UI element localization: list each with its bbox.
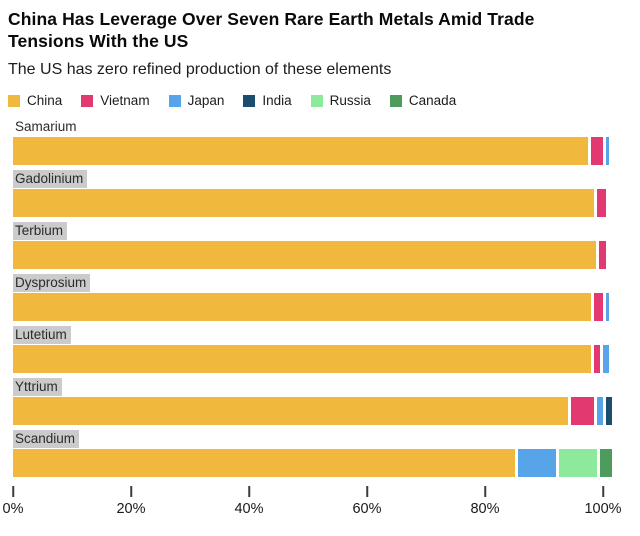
x-axis-tick-label: 80% [470, 501, 500, 518]
x-axis: 0% 20% 40% 60% 80% 100% [3, 484, 622, 524]
legend-swatch-vietnam [81, 94, 94, 107]
stacked-bar-terbium [13, 241, 606, 270]
category-label: Scandium [13, 430, 80, 449]
legend-item-india: India [243, 93, 292, 109]
legend-swatch-canada [389, 94, 402, 107]
bar-segment-canada [600, 449, 612, 478]
bar-segment-vietnam [591, 137, 604, 166]
x-axis-tick [130, 486, 132, 498]
x-axis-tick [248, 486, 250, 498]
bar-segment-japan [603, 345, 609, 374]
category-label: Yttrium [13, 378, 62, 397]
legend: China Vietnam Japan India Russia Canada [8, 93, 630, 108]
bar-segment-china [13, 241, 596, 270]
x-axis-tick [484, 486, 486, 498]
chart-title-line-1: China Has Leverage Over Seven Rare Earth… [8, 9, 535, 29]
bar-segment-vietnam [594, 293, 604, 322]
chart-row-terbium: Terbium [13, 222, 606, 270]
legend-label: Japan [187, 93, 225, 109]
legend-swatch-india [243, 94, 256, 107]
chart-row-gadolinium: Gadolinium [13, 170, 606, 218]
chart-row-samarium: Samarium [13, 118, 609, 166]
bar-segment-china [13, 189, 595, 218]
chart-rows: Samarium Gadolinium Terbium Dysprosium Lutet… [13, 118, 612, 478]
x-axis-tick-label: 40% [234, 501, 264, 518]
chart-row-yttrium: Yttrium [13, 378, 612, 426]
legend-item-japan: Japan [168, 93, 225, 109]
bar-segment-vietnam [598, 241, 606, 270]
bar-segment-japan [606, 293, 609, 322]
bar-segment-china [13, 397, 568, 426]
legend-item-russia: Russia [310, 93, 371, 109]
bar-segment-russia [558, 449, 598, 478]
category-label: Dysprosium [13, 274, 91, 293]
legend-swatch-china [8, 94, 20, 107]
bar-segment-china [13, 137, 589, 166]
category-label: Gadolinium [13, 170, 88, 189]
legend-swatch-japan [168, 94, 181, 107]
legend-label: Canada [408, 93, 457, 109]
x-axis-tick-label: 60% [352, 501, 382, 518]
category-label: Samarium [15, 119, 77, 135]
x-axis-tick [12, 486, 14, 498]
category-label: Lutetium [13, 326, 71, 345]
chart-title: China Has Leverage Over Seven Rare Earth… [8, 8, 630, 52]
bar-segment-japan [606, 137, 609, 166]
bar-segment-japan [517, 449, 556, 478]
stacked-bar-dysprosium [13, 293, 609, 322]
x-axis-tick [366, 486, 368, 498]
bar-segment-vietnam [570, 397, 595, 426]
legend-item-china: China [8, 93, 62, 108]
x-axis-tick-label: 20% [116, 501, 146, 518]
bar-segment-japan [597, 397, 604, 426]
stacked-bar-yttrium [13, 397, 612, 426]
legend-item-canada: Canada [389, 93, 457, 109]
bar-segment-vietnam [597, 189, 606, 218]
stacked-bar-gadolinium [13, 189, 606, 218]
legend-swatch-russia [310, 94, 323, 107]
chart-row-lutetium: Lutetium [13, 326, 609, 374]
chart-title-line-2: Tensions With the US [8, 31, 189, 52]
chart-row-dysprosium: Dysprosium [13, 274, 609, 322]
stacked-bar-samarium [13, 137, 609, 166]
legend-label: India [262, 93, 292, 109]
stacked-bar-lutetium [13, 345, 609, 374]
chart-subtitle: The US has zero refined production of th… [8, 61, 392, 79]
bar-segment-china [13, 345, 592, 374]
x-axis-tick-label: 100% [584, 501, 622, 518]
chart-row-scandium: Scandium [13, 430, 612, 478]
x-axis-tick [602, 486, 604, 498]
legend-item-vietnam: Vietnam [81, 93, 150, 109]
legend-label: China [27, 93, 63, 109]
bar-segment-china [13, 293, 592, 322]
bar-segment-vietnam [594, 345, 601, 374]
stacked-bar-scandium [13, 449, 612, 478]
bar-segment-india [606, 397, 612, 426]
legend-label: Vietnam [100, 93, 150, 109]
legend-label: Russia [329, 93, 371, 109]
x-axis-tick-label: 0% [2, 501, 24, 518]
bar-segment-china [13, 449, 515, 478]
category-label: Terbium [13, 222, 68, 241]
